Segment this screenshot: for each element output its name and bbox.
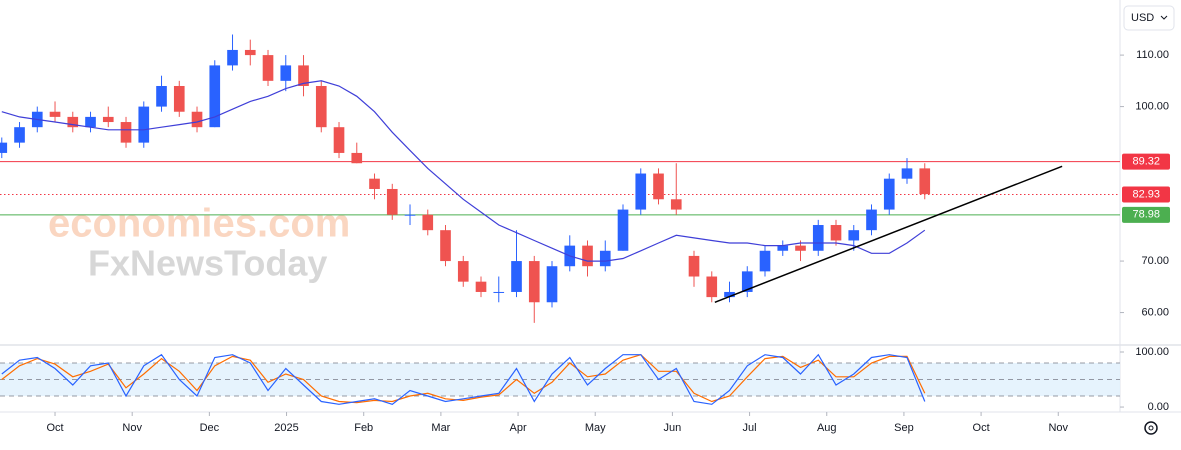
candle-body xyxy=(102,116,114,123)
candle-body xyxy=(280,65,292,81)
candle-body xyxy=(493,291,505,293)
x-tick-label: Feb xyxy=(354,422,373,434)
trend-line xyxy=(714,165,1063,303)
candle-body xyxy=(848,230,860,241)
candle-body xyxy=(724,291,735,298)
candle-body xyxy=(457,261,469,282)
candle-body xyxy=(156,85,167,107)
x-tick-label: 2025 xyxy=(274,422,298,434)
candle-body xyxy=(777,245,789,251)
y-tick-label: 70.00 xyxy=(1141,255,1169,267)
candle-body xyxy=(422,214,434,231)
candle-body xyxy=(901,168,913,179)
candle-body xyxy=(635,173,647,210)
watermark: economies.com FxNewsToday xyxy=(48,202,350,284)
level-label: 78.98 xyxy=(1132,209,1160,221)
candle-body xyxy=(244,49,256,56)
candle-body xyxy=(14,127,25,143)
candle-body xyxy=(315,85,327,128)
candle-body xyxy=(369,178,380,189)
moving-average xyxy=(1,80,926,262)
candle-body xyxy=(191,111,203,128)
x-tick-label: Nov xyxy=(1048,422,1068,434)
watermark-text: FxNewsToday xyxy=(88,243,327,284)
dropdown-arrow[interactable] xyxy=(1160,15,1168,20)
candle-body xyxy=(262,55,274,81)
x-tick-label: Sep xyxy=(894,422,914,434)
x-tick-label: Dec xyxy=(200,422,220,434)
x-tick-label: Oct xyxy=(46,422,63,434)
level-label-box xyxy=(1122,206,1170,223)
candle-body xyxy=(617,209,629,251)
x-tick-label: Mar xyxy=(431,422,450,434)
y-tick-label: 100.00 xyxy=(1135,346,1169,358)
gear-icon[interactable] xyxy=(1144,421,1158,435)
level-label: 89.32 xyxy=(1132,155,1160,167)
x-tick-label: Aug xyxy=(817,422,837,434)
candle-body xyxy=(546,266,558,303)
stoch-d xyxy=(1,354,926,404)
y-tick-label: 110.00 xyxy=(1136,49,1169,61)
candle-body xyxy=(528,261,540,303)
currency-box[interactable] xyxy=(1123,5,1175,31)
candle-body xyxy=(670,199,682,210)
stoch-k xyxy=(1,353,926,405)
candle-body xyxy=(386,188,398,215)
x-tick-label: Apr xyxy=(509,422,526,434)
candle-body xyxy=(582,245,593,267)
candle-body xyxy=(0,142,8,153)
candle-body xyxy=(475,281,487,292)
candle-body xyxy=(209,65,221,128)
settings-button[interactable] xyxy=(1144,421,1158,435)
candle-body xyxy=(511,261,522,292)
level-label-box xyxy=(1122,153,1170,170)
candle-body xyxy=(653,173,664,200)
candle-body xyxy=(795,245,806,251)
candle-body xyxy=(759,250,771,272)
candle-body xyxy=(866,209,877,231)
candle-body xyxy=(333,127,345,153)
candle-body xyxy=(227,49,238,66)
x-tick-label: Jul xyxy=(743,422,757,434)
y-tick-label: 100.00 xyxy=(1135,100,1169,112)
x-tick-label: Jun xyxy=(664,422,682,434)
candle-body xyxy=(919,168,931,195)
candle-body xyxy=(830,225,842,241)
currency-label[interactable]: USD xyxy=(1131,12,1154,24)
candle-body xyxy=(440,230,451,262)
x-tick-label: Oct xyxy=(973,422,990,434)
gear-center[interactable] xyxy=(1148,425,1154,431)
candle-body xyxy=(49,111,61,117)
x-tick-label: Nov xyxy=(122,422,142,434)
candle-body xyxy=(706,276,718,298)
level-label-box xyxy=(1122,186,1170,203)
candle-body xyxy=(173,85,185,112)
y-tick-label: 60.00 xyxy=(1141,306,1169,318)
candle-body xyxy=(741,271,753,292)
candle-body xyxy=(599,250,611,267)
x-tick-label: May xyxy=(585,422,606,434)
watermark-text: economies.com xyxy=(48,202,350,246)
y-tick-label: 0.00 xyxy=(1148,401,1169,413)
candle-body xyxy=(138,106,150,143)
candle-body xyxy=(85,116,96,128)
candle-body xyxy=(404,214,416,216)
level-label: 82.93 xyxy=(1132,188,1160,200)
candle-body xyxy=(812,225,824,251)
candle-body xyxy=(298,65,309,86)
candle-body xyxy=(688,255,700,277)
currency-button[interactable]: USD xyxy=(1123,5,1175,31)
candle-body xyxy=(351,152,363,164)
candle-body xyxy=(120,122,132,143)
candle-body xyxy=(67,116,79,128)
candle-body xyxy=(883,178,895,210)
